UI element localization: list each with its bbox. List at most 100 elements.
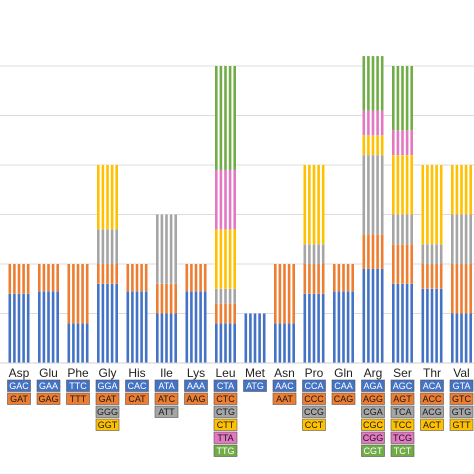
codon-box-bg [213,444,238,457]
codon-box-bg [420,405,444,418]
codon-box-cgc: CGC [361,418,385,431]
codon-box-bg [390,392,415,405]
codon-box-bg [302,392,326,405]
codon-label: ACC [422,394,442,404]
bar-ile [156,214,177,363]
codon-label: AAG [186,394,205,404]
segment-stripe [22,293,25,363]
bar-segment-ctg [215,288,236,304]
codon-box-agc: AGC [390,379,415,392]
segment-stripe [199,291,202,363]
tick-label: Ile [160,366,173,380]
bar-segment-cta [215,323,236,363]
codon-label: CTC [216,394,235,404]
bar-segment-aca [421,288,443,363]
segment-stripe [380,234,384,269]
segment-stripe [219,169,223,230]
codon-label: ACA [423,381,442,391]
segment-stripe [203,291,207,363]
segment-stripe [426,264,429,289]
segment-stripe [435,264,438,289]
codon-box-cat: CAT [125,392,149,405]
codon-label: CCG [304,407,324,417]
segment-stripe [392,130,395,156]
segment-stripe [367,135,370,156]
bar-segment-gaa [38,291,59,363]
segment-stripe [455,264,459,314]
codon-box-bg [449,405,474,418]
codon-label: GTG [452,407,472,417]
segment-stripe [135,264,139,292]
segment-stripe [430,264,434,289]
segment-stripe [287,264,291,324]
codon-box-bg [302,379,326,392]
segment-stripe [317,165,320,245]
bar-segment-ata [156,313,177,363]
segment-stripe [405,66,409,131]
segment-stripe [351,291,354,363]
segment-stripe [362,110,366,136]
segment-stripe [190,291,193,363]
codon-box-bg [272,379,297,392]
bar-segment-cgc [362,135,384,156]
segment-stripe [22,264,25,294]
codon-label: GGA [97,381,117,391]
codon-label: GTC [452,394,471,404]
bar-segment-gac [8,293,30,363]
bar-segment-ggg [97,229,118,264]
segment-stripe [367,56,370,111]
codon-box-bg [361,444,385,457]
segment-stripe [72,264,75,324]
segment-stripe [376,135,379,156]
codon-box-bg [36,392,61,405]
segment-stripe [396,244,400,284]
segment-stripe [224,323,227,363]
codon-box-bg [302,405,326,418]
segment-stripe [8,293,12,363]
tick-label: Ser [393,366,412,380]
segment-stripe [215,169,218,230]
segment-stripe [410,244,413,284]
segment-stripe [312,244,316,264]
segment-stripe [464,214,468,264]
codon-label: CGT [364,446,384,456]
tick-label: Leu [215,366,235,380]
segment-stripe [435,244,438,264]
codon-box-atg: ATG [243,379,267,392]
segment-stripe [376,268,379,363]
segment-stripe [401,244,404,284]
segment-stripe [249,313,252,363]
segment-stripe [215,229,218,289]
codon-label: AGA [363,381,382,391]
codon-box-bg [154,392,179,405]
segment-stripe [169,313,173,363]
segment-stripe [81,323,84,363]
segment-stripe [169,283,173,314]
segment-stripe [410,155,413,215]
segment-stripe [85,264,89,324]
segment-stripe [106,264,109,284]
segment-stripe [401,66,404,131]
bar-ser [392,66,413,363]
codon-box-bg [36,379,61,392]
tick-label: Asp [9,366,30,380]
bar-thr [421,165,443,363]
codon-label: TCG [393,433,412,443]
segment-stripe [81,264,84,324]
bar-segment-aac [274,323,295,363]
bar-segment-tta [215,169,236,230]
codon-label: AAT [276,394,293,404]
codon-label: ACT [423,420,442,430]
segment-stripe [405,283,409,363]
bar-segment-aag [185,264,207,292]
segment-stripe [140,291,143,363]
segment-stripe [42,291,46,363]
tick-label: Asn [274,366,295,380]
codon-label: ATC [158,394,176,404]
bar-segment-cag [333,264,354,292]
codon-box-ata: ATA [154,379,179,392]
codon-box-cgg: CGG [361,431,385,444]
segment-stripe [47,291,50,363]
segment-stripe [224,169,227,230]
codon-box-bg [331,392,356,405]
